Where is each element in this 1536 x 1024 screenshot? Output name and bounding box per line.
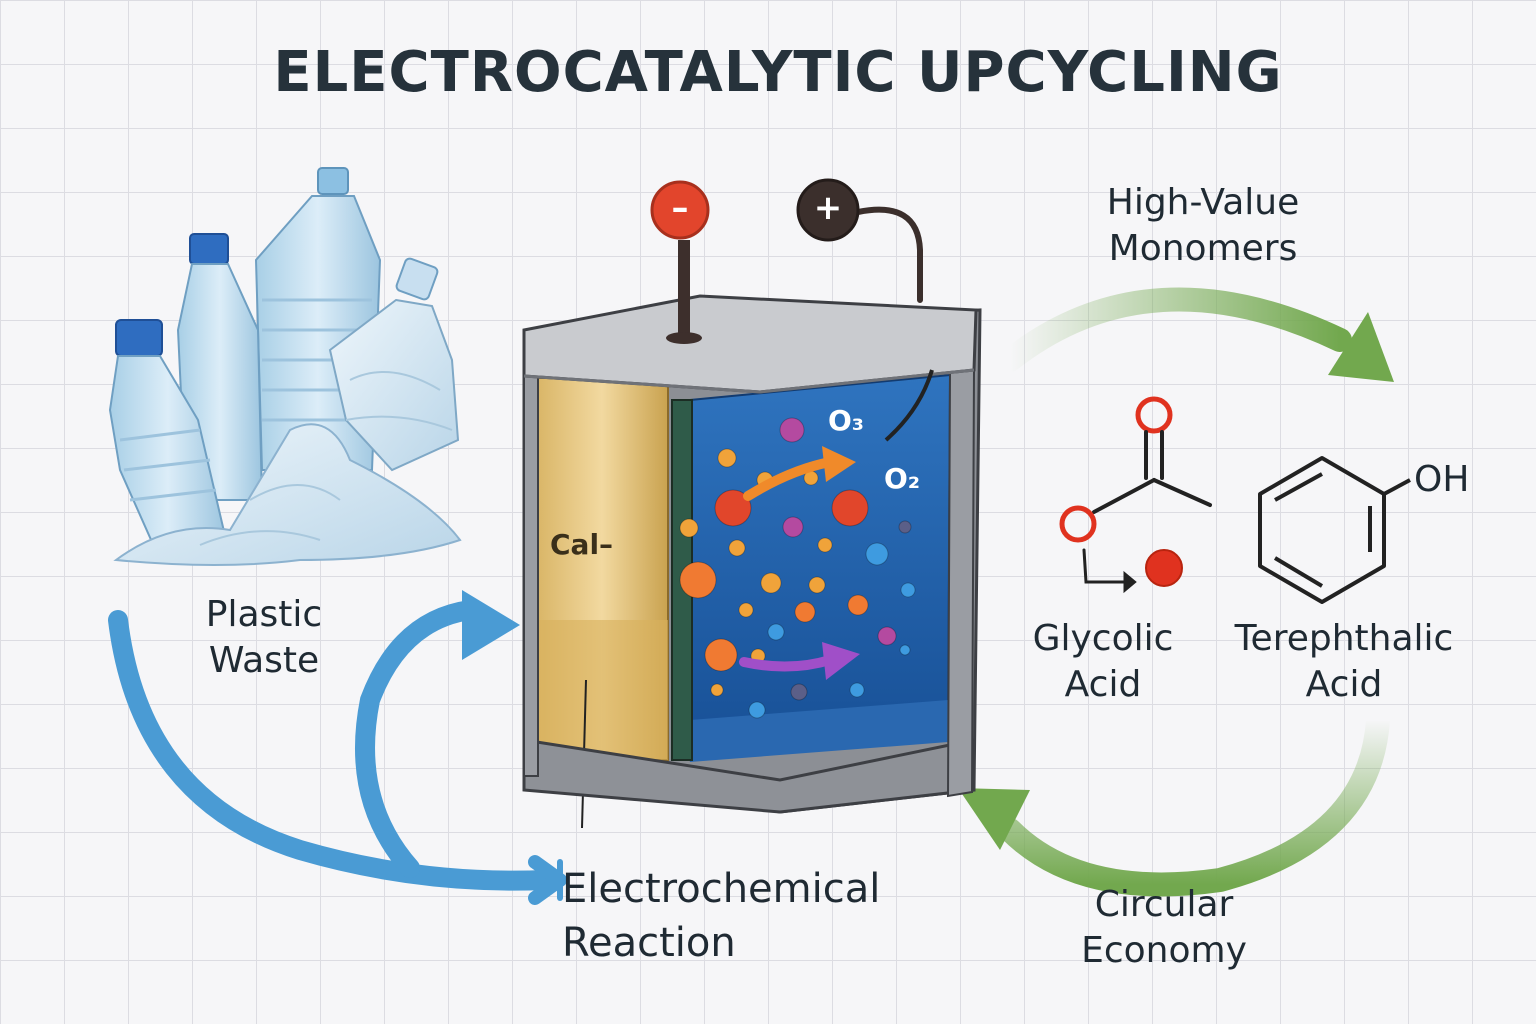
terephthalic-acid-label: Terephthalic Acid [1234, 618, 1454, 705]
negative-terminal-sign: – [671, 188, 689, 228]
glycolic-structure-icon [1059, 396, 1212, 594]
negative-terminal-icon [650, 180, 710, 240]
input-flow-arrows [108, 600, 567, 905]
plastic-bottles-icon [108, 167, 462, 566]
ion-particles [679, 417, 916, 719]
input-arrowhead-icon [462, 590, 520, 660]
hydroxyl-label: OH [1414, 459, 1470, 500]
positive-terminal-icon [796, 178, 860, 242]
ozone-gas-label: O₃ [828, 404, 865, 437]
plastic-waste-label: Plastic Waste [205, 594, 323, 681]
positive-terminal-sign: + [813, 188, 843, 228]
purple-flow-arrow [739, 655, 835, 672]
orange-flow-arrow [743, 457, 835, 501]
electrochemical-reaction-label: Electrochemical Reaction [562, 866, 881, 966]
high-value-monomers-label: High-Value Monomers [1106, 182, 1300, 269]
oxygen-gas-label: O₂ [884, 462, 921, 495]
diagram-title: ELECTROCATALYTIC UPCYCLING [273, 40, 1283, 105]
cycle-arrows [958, 287, 1394, 897]
electrolytic-cell [522, 206, 982, 829]
electrode-label: Cal– [550, 528, 614, 561]
circular-economy-label: Circular Economy [1081, 884, 1247, 971]
electrolyte [689, 373, 952, 762]
benzene-ring-icon [1258, 456, 1411, 604]
glycolic-acid-label: Glycolic Acid [1032, 618, 1174, 705]
